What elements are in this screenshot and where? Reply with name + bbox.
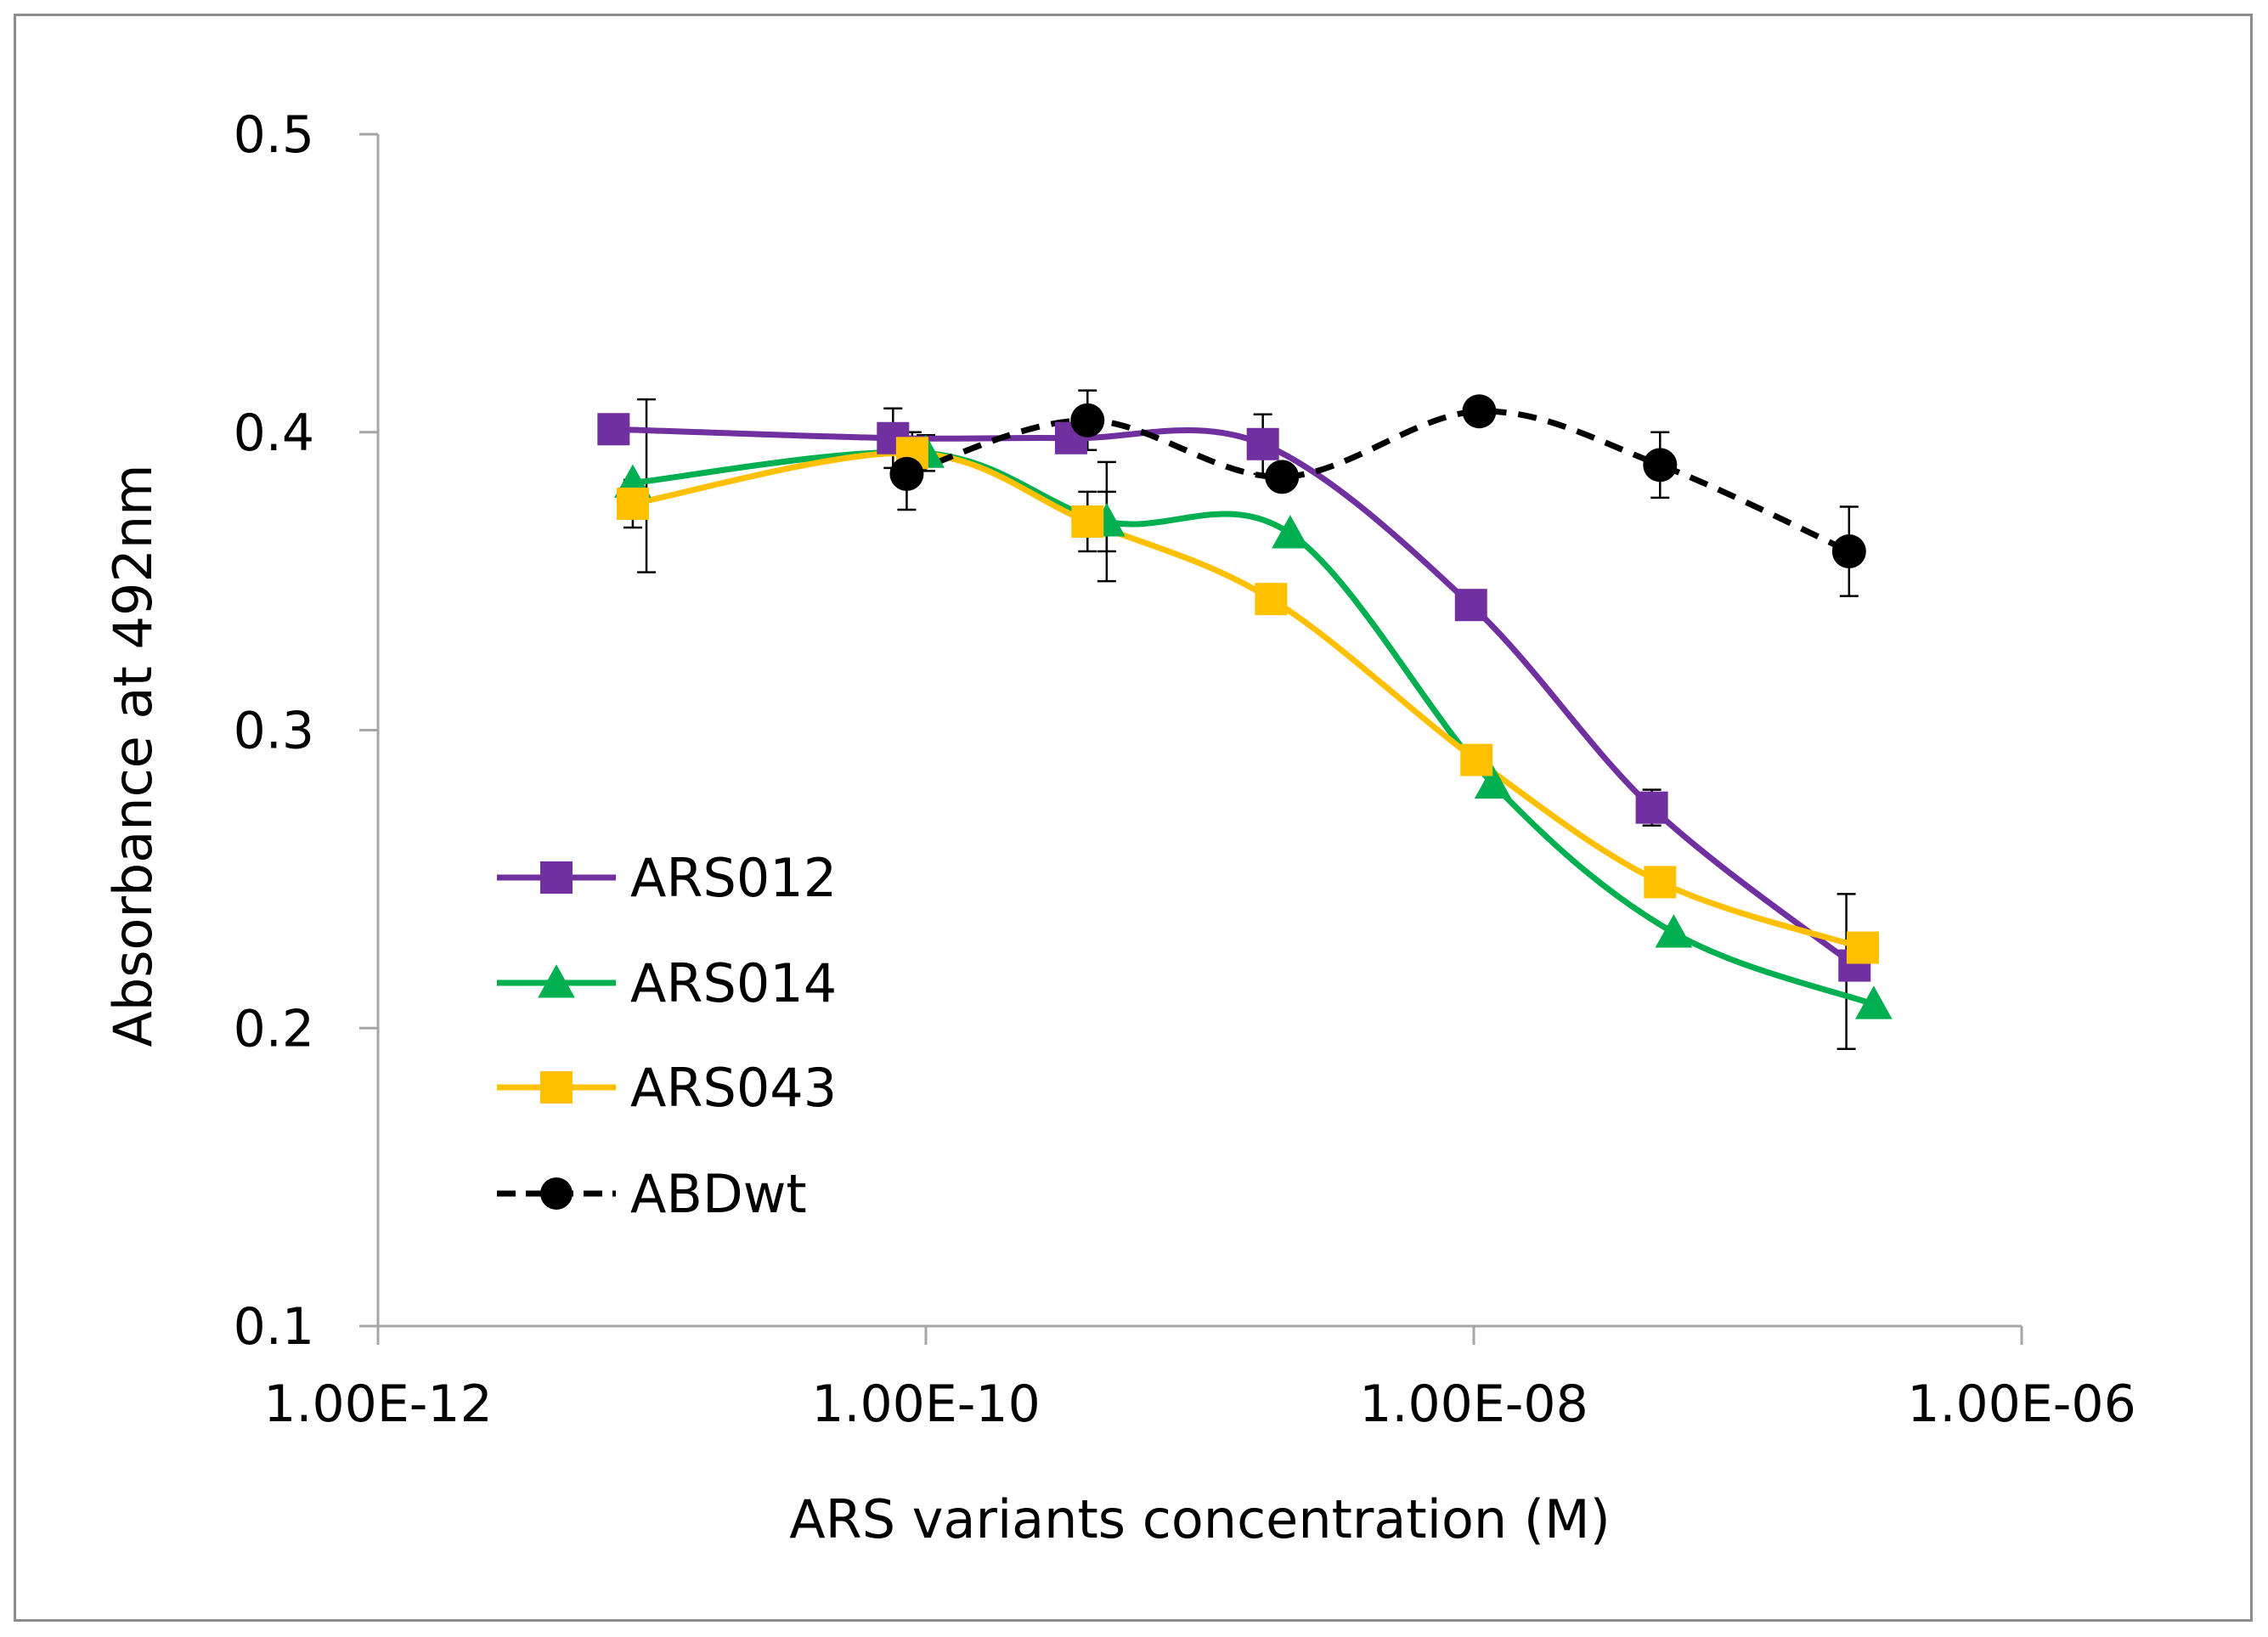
axes (376, 134, 2022, 1328)
legend-marker-ars012 (540, 861, 573, 894)
y-tick-label: 0.4 (234, 404, 314, 463)
data-point-ars014 (1272, 515, 1309, 549)
series-lines (613, 408, 1876, 1008)
data-point-ars043 (1460, 743, 1493, 776)
data-point-ars043 (1846, 931, 1879, 964)
data-point-abdwt (1070, 403, 1105, 437)
data-point-ars043 (1071, 505, 1104, 538)
legend-label-abdwt: ABDwt (630, 1163, 807, 1225)
legend-marker-ars014 (538, 964, 575, 998)
data-point-ars043 (616, 487, 649, 520)
x-tick-label: 1.00E-08 (1359, 1375, 1588, 1434)
data-point-abdwt (889, 456, 924, 491)
data-point-abdwt (1265, 460, 1300, 494)
data-point-ars012 (597, 413, 630, 446)
y-axis-title: Absorbance at 492nm (102, 464, 164, 1047)
y-tick-label: 0.1 (234, 1297, 314, 1357)
y-tick-label: 0.3 (234, 702, 314, 761)
y-tick-label: 0.5 (234, 105, 314, 165)
data-point-ars014 (1855, 985, 1893, 1019)
legend-marker-abdwt (540, 1177, 573, 1210)
data-point-ars012 (1454, 589, 1487, 622)
legend-label-ars014: ARS014 (630, 952, 837, 1014)
data-point-ars012 (1635, 791, 1668, 824)
x-tick-label: 1.00E-10 (811, 1375, 1041, 1434)
error-bars (623, 389, 1859, 1051)
series-line-ars014 (632, 449, 1876, 1008)
x-tick-label: 1.00E-12 (263, 1375, 493, 1434)
legend-marker-ars043 (540, 1071, 573, 1104)
data-point-abdwt (1831, 534, 1866, 569)
legend-label-ars043: ARS043 (630, 1057, 837, 1119)
data-point-ars014 (1655, 914, 1693, 948)
series-markers (597, 394, 1893, 1019)
x-axis-title: ARS variants concentration (M) (789, 1488, 1611, 1550)
x-ticks: 1.00E-12 1.00E-10 1.00E-08 1.00E-06 (263, 1326, 2136, 1434)
data-point-abdwt (1643, 448, 1678, 483)
data-point-ars014 (1474, 765, 1512, 799)
data-point-ars012 (1246, 427, 1279, 460)
chart-frame (14, 14, 2253, 1622)
data-point-abdwt (1462, 394, 1497, 429)
legend-label-ars012: ARS012 (630, 847, 837, 909)
y-ticks: 0.1 0.2 0.3 0.4 0.5 (234, 105, 378, 1357)
legend: ARS012 ARS014 ARS043 ABDwt (497, 847, 837, 1225)
series-line-abdwt (906, 408, 1851, 555)
x-tick-label: 1.00E-06 (1907, 1375, 2136, 1434)
y-tick-label: 0.2 (234, 999, 314, 1058)
data-point-ars043 (1255, 583, 1288, 616)
data-point-ars043 (1644, 866, 1677, 899)
